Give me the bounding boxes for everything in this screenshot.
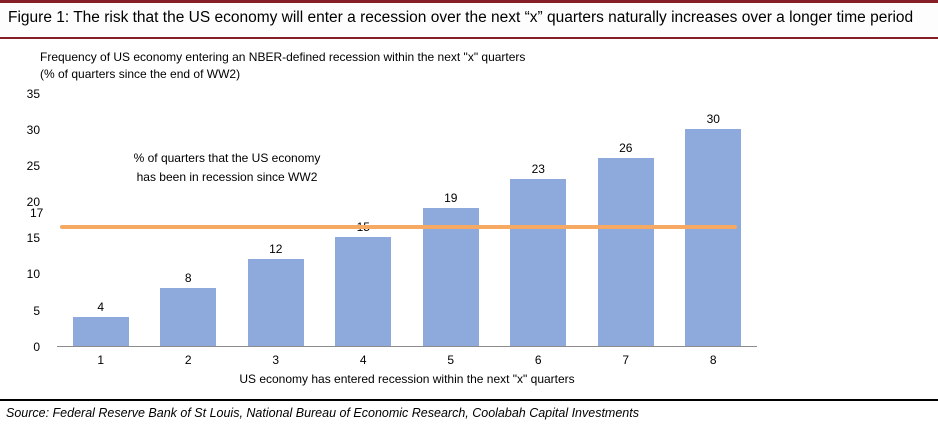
- bar: [335, 237, 392, 346]
- source-note: Source: Federal Reserve Bank of St Louis…: [0, 398, 938, 420]
- chart-title-line2: (% of quarters since the end of WW2): [40, 67, 241, 82]
- bar-group: 15: [320, 94, 408, 346]
- chart: Frequency of US economy entering an NBER…: [12, 49, 802, 386]
- x-tick-label: 6: [534, 352, 542, 367]
- bar-value-label: 26: [619, 140, 633, 155]
- y-tick-label: 25: [26, 158, 40, 173]
- figure-caption: Figure 1: The risk that the US economy w…: [0, 0, 938, 39]
- chart-title-line1: Frequency of US economy entering an NBER…: [40, 49, 526, 64]
- figure-title: Figure 1: The risk that the US economy w…: [8, 9, 914, 26]
- bar-group: 8: [145, 94, 233, 346]
- reference-line-label: 17: [30, 206, 44, 221]
- bar-value-label: 8: [184, 270, 192, 285]
- bar-group: 4: [57, 94, 145, 346]
- x-tick-label: 5: [447, 352, 455, 367]
- bar-group: 30: [670, 94, 758, 346]
- bar-group: 26: [582, 94, 670, 346]
- bar-value-label: 23: [531, 162, 545, 177]
- chart-title: Frequency of US economy entering an NBER…: [40, 49, 802, 84]
- bar: [72, 316, 129, 346]
- bar-value-label: 12: [269, 241, 283, 256]
- x-tick-label: 1: [97, 352, 105, 367]
- bar-value-label: 4: [97, 299, 105, 314]
- y-axis: 0 5 10 15 20 25 30 35: [12, 87, 46, 354]
- bar: [422, 208, 479, 346]
- y-tick-label: 35: [26, 86, 40, 101]
- plot-wrap: 0 5 10 15 20 25 30 35 4 8 12 15 19 23 26 30 17 % of qu…: [12, 87, 772, 354]
- bar: [247, 258, 304, 346]
- plot-area: 4 8 12 15 19 23 26 30: [57, 94, 757, 347]
- y-tick-label: 30: [26, 122, 40, 137]
- y-tick-label: 5: [33, 303, 40, 318]
- reference-line-legend: % of quarters that the US economy has be…: [72, 149, 382, 186]
- bar-value-label: 30: [706, 111, 720, 126]
- bar-group: 19: [407, 94, 495, 346]
- source-text: Source: Federal Reserve Bank of St Louis…: [6, 405, 639, 420]
- bar-value-label: 19: [444, 191, 458, 206]
- bar: [597, 157, 654, 346]
- bar: [160, 287, 217, 346]
- reference-line: [60, 225, 737, 230]
- y-tick-label: 0: [33, 339, 40, 354]
- x-tick-label: 8: [709, 352, 717, 367]
- bar: [685, 128, 742, 346]
- legend-line1: % of quarters that the US economy: [133, 151, 321, 166]
- bar-group: 12: [232, 94, 320, 346]
- y-tick-label: 15: [26, 231, 40, 246]
- y-tick-label: 10: [26, 267, 40, 282]
- x-tick-label: 7: [622, 352, 630, 367]
- legend-line2: has been in recession since WW2: [136, 170, 318, 185]
- x-tick-label: 3: [272, 352, 280, 367]
- bar-group: 23: [495, 94, 583, 346]
- x-tick-label: 2: [184, 352, 192, 367]
- x-axis-title: US economy has entered recession within …: [239, 371, 575, 386]
- y-tick-label: 20: [26, 195, 40, 210]
- bar: [510, 179, 567, 346]
- x-tick-label: 4: [359, 352, 367, 367]
- x-axis: 1 2 3 4 5 6 7 8: [57, 353, 757, 367]
